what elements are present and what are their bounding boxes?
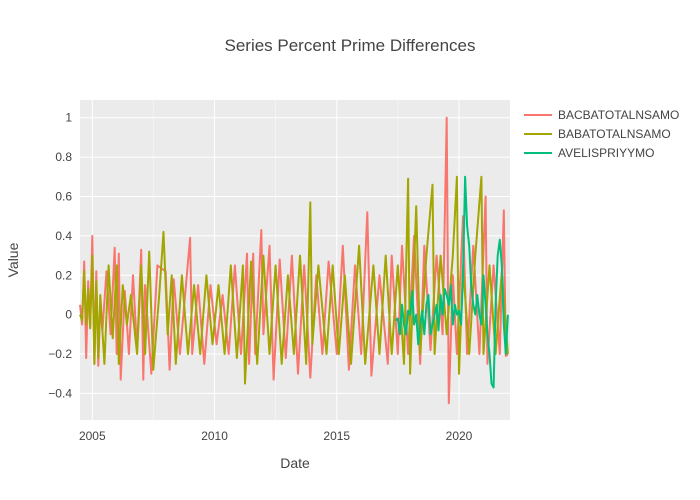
y-tick-label: −0.4 bbox=[48, 386, 72, 400]
legend-label: BABATOTALNSAMO bbox=[558, 127, 671, 141]
x-tick-label: 2010 bbox=[201, 429, 228, 443]
x-tick-label: 2015 bbox=[323, 429, 350, 443]
x-tick-label: 2020 bbox=[446, 429, 473, 443]
series-layer bbox=[79, 116, 509, 405]
x-axis-title: Date bbox=[280, 455, 310, 471]
grid-layer bbox=[80, 100, 510, 420]
series-line-3 bbox=[395, 175, 509, 389]
y-tick-label: 0.8 bbox=[55, 150, 72, 164]
y-tick-label: 0.4 bbox=[55, 229, 72, 243]
y-axis-title: Value bbox=[5, 242, 21, 277]
y-tick-label: 1 bbox=[65, 111, 72, 125]
axis-layer: 2005 2010 2015 2020 1 0.8 0.6 0.4 0.2 0 −0.2 −0.4 bbox=[48, 111, 472, 443]
y-tick-label: 0 bbox=[65, 308, 72, 322]
legend: BACBATOTALNSAMO BABATOTALNSAMO AVELISPRIYY… bbox=[524, 108, 679, 160]
y-tick-label: 0.2 bbox=[55, 268, 72, 282]
x-tick-label: 2005 bbox=[79, 429, 106, 443]
legend-label: AVELISPRIYYMO bbox=[558, 146, 654, 160]
y-tick-label: −0.2 bbox=[48, 347, 72, 361]
chart-title: Series Percent Prime Differences bbox=[224, 36, 475, 55]
legend-label: BACBATOTALNSAMO bbox=[558, 108, 679, 122]
series-line-2 bbox=[79, 175, 509, 385]
y-tick-label: 0.6 bbox=[55, 189, 72, 203]
